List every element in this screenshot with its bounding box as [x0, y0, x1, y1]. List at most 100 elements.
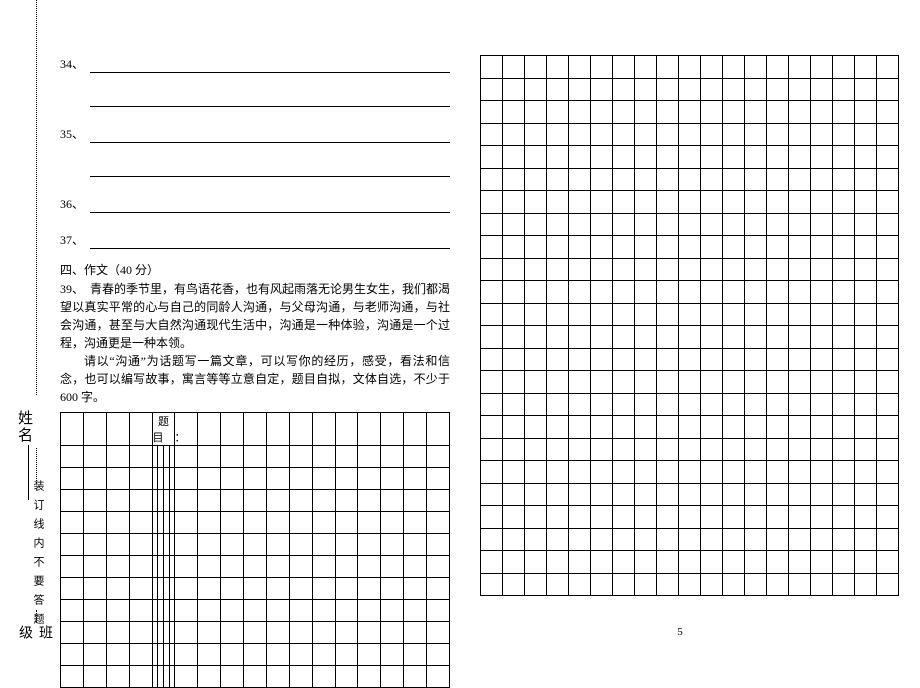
grid-cell[interactable] — [569, 78, 591, 101]
grid-cell[interactable] — [657, 438, 679, 461]
grid-cell[interactable] — [381, 600, 404, 622]
grid-cell[interactable] — [569, 393, 591, 416]
grid-cell[interactable] — [569, 191, 591, 214]
grid-cell[interactable] — [877, 123, 899, 146]
grid-cell[interactable] — [503, 303, 525, 326]
grid-cell[interactable] — [679, 393, 701, 416]
grid-cell[interactable] — [358, 490, 381, 512]
grid-cell[interactable] — [833, 56, 855, 79]
grid-cell[interactable] — [613, 573, 635, 596]
grid-cell[interactable] — [358, 413, 381, 446]
grid-cell[interactable] — [266, 512, 289, 534]
grid-cell[interactable] — [855, 213, 877, 236]
grid-cell[interactable] — [481, 506, 503, 529]
grid-cell[interactable] — [767, 168, 789, 191]
grid-cell[interactable] — [266, 446, 289, 468]
grid-cell[interactable] — [679, 236, 701, 259]
grid-cell[interactable] — [723, 573, 745, 596]
grid-cell[interactable] — [855, 123, 877, 146]
grid-cell[interactable] — [525, 371, 547, 394]
grid-cell[interactable] — [767, 461, 789, 484]
grid-cell[interactable] — [61, 512, 84, 534]
grid-cell[interactable] — [221, 468, 244, 490]
grid-cell[interactable] — [789, 168, 811, 191]
grid-cell[interactable] — [767, 551, 789, 574]
grid-cell[interactable] — [745, 393, 767, 416]
grid-cell[interactable] — [312, 622, 335, 644]
grid-cell[interactable] — [547, 281, 569, 304]
grid-cell[interactable] — [745, 371, 767, 394]
grid-cell[interactable] — [679, 78, 701, 101]
grid-cell[interactable] — [657, 461, 679, 484]
grid-cell[interactable] — [106, 468, 129, 490]
grid-cell[interactable] — [701, 573, 723, 596]
grid-cell[interactable] — [723, 528, 745, 551]
grid-cell[interactable] — [83, 413, 106, 446]
grid-cell[interactable] — [789, 258, 811, 281]
grid-cell[interactable] — [723, 326, 745, 349]
grid-cell[interactable] — [723, 303, 745, 326]
grid-cell[interactable] — [358, 622, 381, 644]
grid-cell[interactable] — [635, 461, 657, 484]
grid-cell[interactable] — [855, 416, 877, 439]
grid-cell[interactable] — [335, 413, 358, 446]
grid-cell[interactable] — [789, 506, 811, 529]
grid-cell[interactable] — [833, 123, 855, 146]
grid-cell[interactable] — [701, 348, 723, 371]
grid-cell[interactable] — [244, 556, 267, 578]
grid-cell[interactable] — [289, 490, 312, 512]
grid-cell[interactable] — [312, 644, 335, 666]
grid-cell[interactable] — [833, 393, 855, 416]
grid-cell[interactable] — [811, 506, 833, 529]
grid-cell[interactable] — [175, 512, 198, 534]
grid-cell[interactable] — [381, 534, 404, 556]
grid-cell[interactable] — [613, 528, 635, 551]
grid-cell[interactable] — [657, 326, 679, 349]
grid-cell[interactable] — [381, 413, 404, 446]
grid-cell[interactable] — [525, 258, 547, 281]
grid-cell[interactable] — [855, 348, 877, 371]
grid-cell[interactable] — [767, 438, 789, 461]
answer-line[interactable] — [90, 161, 450, 177]
grid-cell[interactable] — [855, 191, 877, 214]
grid-cell[interactable] — [701, 123, 723, 146]
grid-cell[interactable] — [591, 78, 613, 101]
grid-cell[interactable] — [481, 146, 503, 169]
grid-cell[interactable] — [503, 483, 525, 506]
grid-cell[interactable] — [701, 326, 723, 349]
grid-cell[interactable] — [481, 101, 503, 124]
grid-cell[interactable] — [221, 578, 244, 600]
grid-cell[interactable] — [855, 146, 877, 169]
grid-cell[interactable] — [877, 236, 899, 259]
grid-cell[interactable] — [129, 512, 152, 534]
grid-cell[interactable] — [404, 644, 427, 666]
grid-cell[interactable] — [833, 371, 855, 394]
grid-cell[interactable] — [767, 123, 789, 146]
grid-cell[interactable] — [569, 348, 591, 371]
grid-cell[interactable] — [767, 506, 789, 529]
grid-cell[interactable] — [481, 371, 503, 394]
grid-cell[interactable] — [381, 446, 404, 468]
grid-cell[interactable] — [547, 551, 569, 574]
grid-cell[interactable] — [569, 438, 591, 461]
grid-cell[interactable] — [657, 168, 679, 191]
grid-cell[interactable] — [266, 534, 289, 556]
grid-cell[interactable] — [877, 416, 899, 439]
grid-cell[interactable] — [745, 483, 767, 506]
grid-cell[interactable] — [175, 468, 198, 490]
grid-cell[interactable] — [657, 551, 679, 574]
grid-cell[interactable] — [613, 416, 635, 439]
grid-cell[interactable] — [525, 506, 547, 529]
grid-cell[interactable] — [61, 556, 84, 578]
grid-cell[interactable] — [198, 600, 221, 622]
grid-cell[interactable] — [427, 534, 450, 556]
grid-cell[interactable] — [855, 281, 877, 304]
grid-cell[interactable] — [335, 556, 358, 578]
grid-cell[interactable] — [613, 101, 635, 124]
grid-cell[interactable] — [83, 468, 106, 490]
grid-cell[interactable] — [877, 191, 899, 214]
grid-cell[interactable] — [789, 146, 811, 169]
grid-cell[interactable] — [266, 666, 289, 688]
grid-cell[interactable] — [312, 490, 335, 512]
grid-cell[interactable] — [745, 123, 767, 146]
